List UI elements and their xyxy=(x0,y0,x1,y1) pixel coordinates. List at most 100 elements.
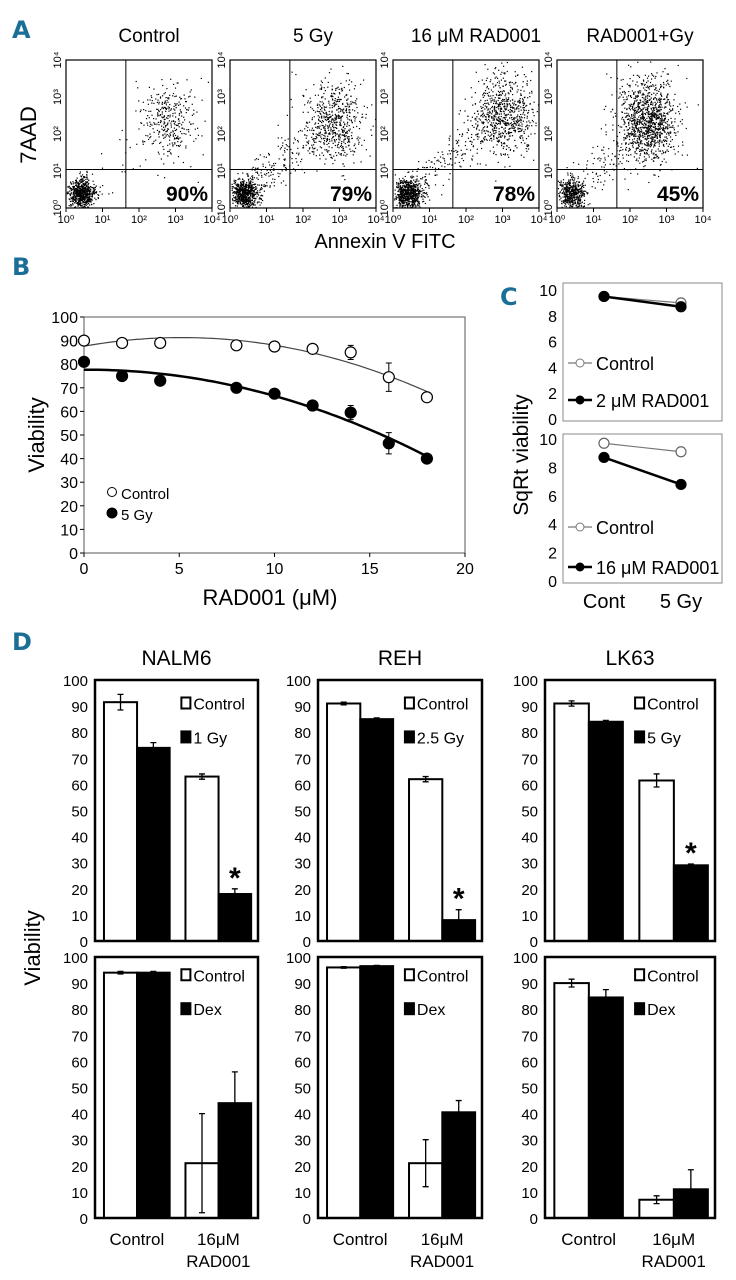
scatter-dot xyxy=(400,189,403,191)
scatter-dot xyxy=(415,199,417,201)
scatter-dot xyxy=(505,133,508,135)
scatter-dot xyxy=(504,131,506,133)
scatter-dot xyxy=(621,116,624,118)
scatter-dot xyxy=(568,180,570,182)
scatter-dot xyxy=(181,127,183,129)
scatter-dot xyxy=(668,104,670,106)
scatter-dot xyxy=(641,123,643,125)
scatter-dot xyxy=(363,139,365,141)
scatter-dot xyxy=(246,199,249,201)
scatter-dot xyxy=(350,95,352,97)
scatter-dot xyxy=(172,131,174,133)
scatter-dot xyxy=(330,121,332,123)
scatter-dot xyxy=(403,180,405,182)
scatter-dot xyxy=(401,180,403,182)
y-tick-label: 10¹ xyxy=(379,163,391,179)
scatter-dot xyxy=(338,111,340,113)
scatter-dot xyxy=(338,101,340,103)
scatter-dot xyxy=(402,181,404,183)
scatter-dot xyxy=(76,185,78,187)
scatter-dot xyxy=(518,99,520,101)
scatter-dot xyxy=(315,135,317,138)
scatter-dot xyxy=(237,199,239,201)
scatter-dot xyxy=(576,192,579,194)
scatter-dot xyxy=(574,177,576,179)
scatter-dot xyxy=(641,82,643,85)
scatter-dot xyxy=(425,161,427,163)
scatter-dot xyxy=(151,102,153,104)
scatter-dot xyxy=(631,90,633,92)
scatter-dot xyxy=(563,200,565,202)
scatter-dot xyxy=(328,100,330,102)
scatter-dot xyxy=(322,96,324,98)
scatter-dot xyxy=(503,113,505,115)
scatter-dot xyxy=(648,116,650,118)
scatter-dot xyxy=(481,79,483,81)
scatter-dot xyxy=(160,158,162,160)
scatter-dot xyxy=(516,147,518,149)
scatter-dot xyxy=(325,131,327,133)
scatter-dot xyxy=(408,171,410,173)
scatter-dot xyxy=(251,190,253,192)
scatter-dot xyxy=(415,205,417,207)
scatter-dot xyxy=(69,199,71,201)
scatter-dot xyxy=(509,148,512,151)
scatter-dot xyxy=(516,91,518,93)
scatter-dot xyxy=(156,94,158,96)
scatter-dot xyxy=(170,153,172,155)
scatter-dot xyxy=(313,138,315,140)
scatter-dot xyxy=(645,120,647,122)
scatter-dot xyxy=(413,179,415,181)
scatter-dot xyxy=(192,123,194,125)
scatter-dot xyxy=(499,106,501,108)
scatter-dot xyxy=(83,206,85,208)
scatter-dot xyxy=(347,118,349,120)
scatter-dot xyxy=(525,76,527,78)
scatter-dot xyxy=(627,189,629,191)
scatter-dot xyxy=(179,96,181,98)
scatter-dot xyxy=(501,93,504,95)
scatter-dot xyxy=(441,194,443,196)
scatter-dot xyxy=(66,193,68,195)
scatter-dot xyxy=(316,126,319,128)
scatter-dot xyxy=(79,195,81,197)
scatter-dot xyxy=(263,184,265,186)
scatter-dot xyxy=(327,133,330,135)
scatter-dot xyxy=(426,192,428,194)
scatter-dot xyxy=(156,108,158,110)
scatter-dot xyxy=(285,167,287,169)
scatter-dot xyxy=(254,204,256,206)
scatter-dot xyxy=(85,178,87,180)
scatter-dot xyxy=(73,202,76,204)
scatter-dot xyxy=(565,189,567,191)
scatter-dot xyxy=(92,187,95,189)
scatter-dot xyxy=(86,195,88,197)
scatter-dot xyxy=(247,173,249,175)
scatter-dot xyxy=(238,197,240,199)
scatter-dot xyxy=(581,187,583,189)
scatter-dot xyxy=(637,131,639,133)
scatter-dot xyxy=(297,141,299,143)
scatter-dot xyxy=(644,89,646,91)
scatter-dot xyxy=(662,150,664,152)
scatter-dot xyxy=(201,135,203,137)
scatter-dot xyxy=(309,97,311,99)
scatter-dot xyxy=(235,191,237,193)
scatter-dot xyxy=(396,183,398,185)
scatter-dot xyxy=(264,186,266,188)
scatter-dot xyxy=(642,120,644,122)
scatter-dot xyxy=(572,192,574,194)
scatter-dot xyxy=(615,165,617,167)
scatter-dot xyxy=(633,97,635,99)
scatter-dot xyxy=(566,188,568,190)
scatter-dot xyxy=(74,195,76,197)
scatter-dot xyxy=(408,181,410,183)
scatter-dot xyxy=(504,80,506,82)
scatter-dot xyxy=(316,127,318,129)
scatter-dot xyxy=(328,121,330,123)
scatter-dot xyxy=(519,102,521,104)
scatter-dot xyxy=(633,138,636,140)
scatter-dot xyxy=(90,198,92,200)
scatter-dot xyxy=(407,186,409,188)
scatter-dot xyxy=(571,186,574,188)
